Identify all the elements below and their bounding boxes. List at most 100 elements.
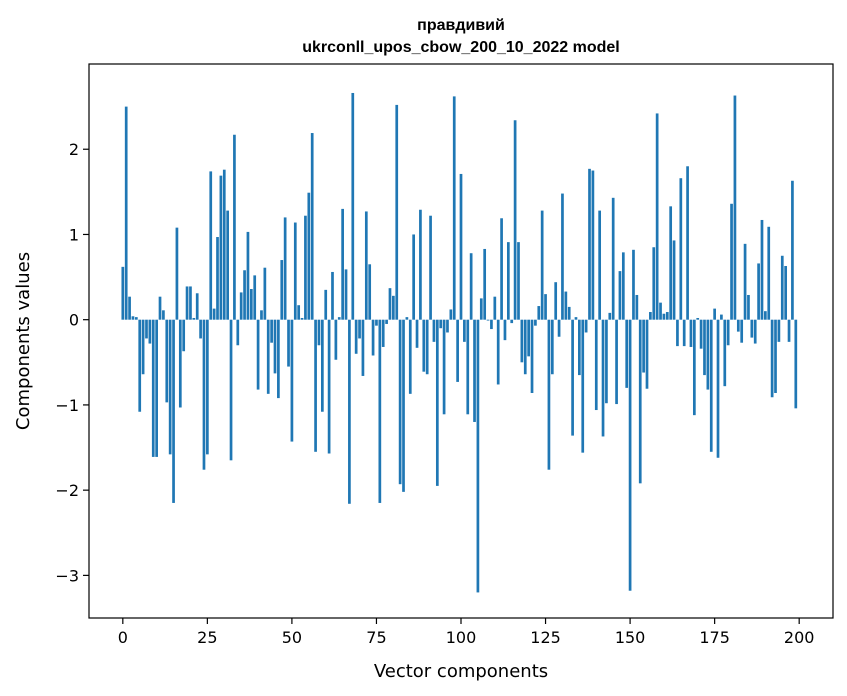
bar-component-26: [209, 171, 213, 320]
bar-component-93: [435, 319, 439, 486]
bar-component-192: [770, 319, 774, 398]
bar-component-147: [618, 271, 622, 320]
bar-component-46: [277, 319, 280, 399]
bar-component-179: [726, 319, 730, 346]
bar-component-22: [195, 293, 199, 320]
bar-component-73: [368, 264, 372, 320]
bar-component-118: [520, 319, 524, 363]
bar-component-28: [216, 237, 219, 320]
bar-component-65: [341, 208, 344, 320]
bar-component-140: [594, 319, 598, 411]
bar-component-155: [645, 319, 649, 389]
bar-component-4: [134, 317, 138, 320]
bar-component-41: [260, 310, 263, 320]
bar-component-42: [263, 267, 267, 320]
bar-component-61: [327, 319, 331, 454]
bar-component-116: [513, 120, 517, 320]
bar-component-12: [162, 310, 165, 320]
x-tick-label: 175: [699, 628, 730, 647]
x-tick-label: 150: [615, 628, 646, 647]
bar-component-101: [463, 319, 466, 342]
x-tick-label: 100: [446, 628, 477, 647]
bar-component-171: [699, 319, 703, 349]
bar-component-32: [229, 319, 233, 461]
bar-component-163: [672, 240, 676, 320]
bar-component-124: [540, 210, 544, 320]
bar-component-23: [199, 319, 202, 339]
bar-component-186: [750, 319, 754, 338]
bar-component-191: [767, 226, 771, 320]
bar-component-30: [222, 169, 226, 320]
bar-component-98: [452, 96, 456, 320]
bar-component-141: [598, 210, 602, 320]
bar-component-74: [371, 319, 375, 356]
bar-component-121: [530, 319, 534, 393]
bar-component-117: [517, 242, 520, 320]
bar-component-123: [537, 306, 541, 320]
bar-component-20: [189, 286, 192, 320]
bar-component-150: [628, 319, 632, 591]
bar-component-181: [733, 95, 737, 320]
bar-component-48: [283, 217, 287, 320]
bar-component-47: [280, 260, 284, 320]
bar-component-84: [405, 317, 409, 320]
chart-title-line1: правдивий: [417, 17, 505, 34]
x-tick-label: 75: [366, 628, 386, 647]
bar-component-81: [395, 104, 399, 320]
bar-component-97: [449, 309, 453, 320]
bar-component-60: [324, 289, 328, 320]
bar-component-66: [344, 269, 348, 320]
bar-component-183: [740, 319, 744, 343]
bar-component-174: [709, 319, 713, 452]
bar-component-142: [601, 319, 605, 437]
bar-component-92: [432, 319, 436, 342]
y-axis-label: Components values: [13, 252, 34, 430]
bar-component-10: [155, 319, 158, 457]
bar-component-38: [249, 289, 253, 320]
x-tick-label: 125: [530, 628, 561, 647]
bar-component-55: [307, 192, 311, 320]
y-tick-label: 0: [69, 311, 79, 330]
x-tick-label: 0: [118, 628, 128, 647]
bar-component-148: [621, 252, 625, 320]
bar-component-153: [638, 319, 642, 484]
bar-component-159: [659, 302, 662, 320]
bar-component-195: [780, 255, 784, 320]
bar-component-69: [354, 319, 358, 354]
bar-component-43: [266, 319, 270, 394]
bar-component-198: [791, 180, 794, 320]
bar-component-111: [496, 319, 500, 385]
x-tick-label: 25: [197, 628, 217, 647]
bar-component-145: [611, 197, 615, 320]
x-tick-label: 50: [282, 628, 302, 647]
bar-component-29: [219, 175, 223, 320]
bar-component-39: [253, 275, 257, 320]
bar-component-18: [182, 319, 186, 352]
bar-component-77: [381, 319, 385, 347]
bar-component-156: [649, 312, 652, 320]
bar-component-7: [145, 319, 148, 339]
bar-component-72: [364, 211, 368, 320]
bar-component-149: [625, 319, 629, 388]
bar-component-188: [757, 263, 760, 320]
bar-component-70: [358, 319, 361, 339]
bar-component-164: [676, 319, 679, 347]
bar-component-49: [287, 319, 290, 367]
bar-component-37: [246, 231, 250, 320]
bar-component-6: [141, 319, 145, 375]
bar-component-105: [476, 319, 480, 593]
bar-component-144: [608, 312, 612, 320]
bar-component-189: [760, 219, 764, 320]
bar-component-11: [158, 296, 162, 320]
bar-component-119: [523, 319, 527, 375]
ticks-layer: 0 25 50 75 100 125 150 175 200 −3 −2 −1 0 1 2: [55, 140, 814, 647]
bar-component-33: [233, 134, 236, 320]
bar-component-168: [689, 319, 693, 347]
bar-component-34: [236, 319, 240, 346]
bar-component-36: [243, 270, 246, 320]
bar-component-128: [554, 282, 558, 320]
x-axis-label: Vector components: [374, 661, 548, 682]
bar-component-112: [500, 218, 503, 320]
bar-component-178: [723, 319, 727, 387]
bar-component-79: [388, 288, 392, 320]
